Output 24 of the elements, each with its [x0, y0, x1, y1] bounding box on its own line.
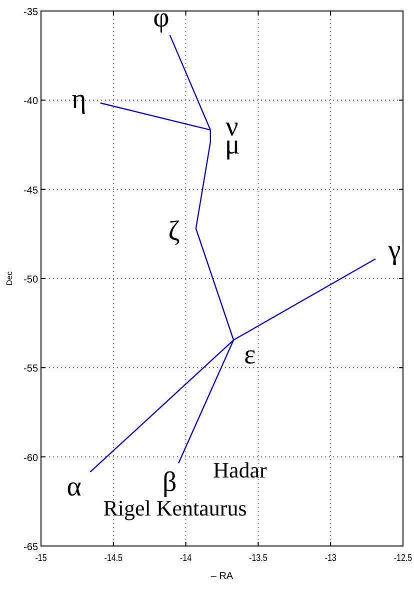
- x-axis-title: – RA: [210, 571, 234, 582]
- y-tick-label: -40: [24, 96, 38, 108]
- y-tick-label: -65: [24, 542, 38, 553]
- annotation: γ: [387, 234, 401, 266]
- x-tick-label: -13.5: [249, 552, 268, 564]
- annotation: Rigel Kentaurus: [103, 496, 247, 521]
- annotation: η: [72, 84, 86, 116]
- annotation: β: [162, 467, 177, 498]
- y-tick-label: -45: [24, 185, 38, 196]
- x-tick-label: -14.5: [104, 552, 123, 564]
- x-tick-label: -15: [35, 552, 47, 564]
- x-tick-label: -12.5: [394, 552, 412, 564]
- x-tick-label: -14: [180, 552, 192, 564]
- y-tick-label: -35: [24, 7, 38, 18]
- y-tick-label: -55: [24, 364, 38, 375]
- y-axis-title: Dec: [5, 271, 14, 286]
- annotation: ζ: [168, 216, 180, 247]
- y-tick-label: -60: [24, 452, 38, 464]
- x-tick-label: -13: [324, 552, 336, 564]
- annotation: ε: [244, 339, 256, 370]
- annotation: φ: [153, 2, 170, 34]
- y-tick-label: -50: [24, 274, 38, 286]
- annotation: Hadar: [213, 458, 268, 483]
- annotation: α: [66, 471, 82, 502]
